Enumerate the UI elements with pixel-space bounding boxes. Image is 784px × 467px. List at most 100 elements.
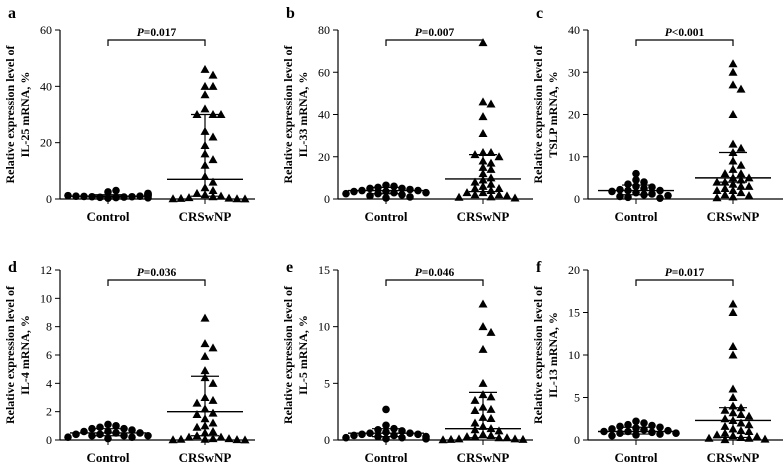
data-point-control [88, 431, 96, 440]
data-point-control [390, 182, 398, 191]
data-point-crswnp [736, 175, 746, 184]
y-tick-label: 40 [40, 79, 52, 93]
data-point-crswnp [728, 59, 738, 68]
data-point-crswnp [744, 411, 754, 420]
x-category-label: Control [614, 209, 657, 224]
data-point-crswnp [200, 104, 210, 113]
panel-f: f 0 5 10 15 20 Control CRSwNP Relative expressio… [531, 259, 783, 465]
data-point-crswnp [736, 418, 746, 427]
data-point-crswnp [200, 90, 210, 99]
data-point-control [112, 422, 120, 430]
data-point-control [406, 185, 414, 194]
data-point-control [104, 188, 112, 196]
y-tick-label: 8 [46, 320, 52, 334]
data-point-crswnp [494, 190, 504, 199]
data-point-crswnp [192, 398, 202, 407]
data-point-control [120, 431, 128, 440]
data-point-control [406, 193, 414, 201]
data-point-crswnp [478, 112, 488, 121]
y-tick-label: 80 [318, 23, 330, 37]
data-point-crswnp [728, 179, 738, 188]
data-point-crswnp [208, 81, 218, 90]
data-point-control [120, 424, 128, 433]
data-point-crswnp [728, 139, 738, 148]
data-point-crswnp [208, 427, 218, 435]
data-point-crswnp [728, 186, 738, 195]
data-point-control [144, 194, 152, 202]
data-point-control [648, 190, 656, 198]
data-point-crswnp [232, 435, 242, 444]
data-point-crswnp [224, 193, 234, 202]
panel-a: a 0 20 40 60 Control CRSwNP Relative expression… [3, 5, 255, 224]
y-tick-label: 0 [574, 433, 580, 447]
data-point-control [656, 194, 664, 202]
y-tick-label: 60 [40, 23, 52, 37]
data-point-control [112, 186, 120, 195]
data-point-crswnp [208, 418, 218, 427]
y-tick-label: 20 [40, 136, 52, 150]
y-tick-label: 40 [568, 23, 580, 37]
data-point-crswnp [736, 410, 746, 418]
x-category-label: Control [614, 450, 657, 465]
data-point-crswnp [446, 434, 456, 443]
data-point-control [616, 192, 624, 201]
y-tick-label: 0 [324, 433, 330, 447]
panel-letter: d [8, 259, 17, 276]
data-point-crswnp [478, 322, 488, 331]
data-point-crswnp [486, 158, 496, 167]
data-point-crswnp [752, 432, 762, 441]
data-point-control [120, 193, 128, 201]
data-point-crswnp [470, 183, 480, 192]
y-axis-label-line: IL-5 mRNA, % [296, 315, 310, 395]
data-point-control [104, 434, 112, 443]
data-point-crswnp [208, 155, 218, 164]
data-point-control [382, 405, 390, 414]
data-point-control [72, 430, 80, 439]
data-point-crswnp [486, 192, 496, 201]
data-point-crswnp [712, 177, 722, 186]
data-point-crswnp [502, 191, 512, 200]
data-point-control [128, 426, 136, 434]
data-point-control [80, 427, 88, 436]
y-tick-label: 0 [46, 433, 52, 447]
y-axis-label-line: IL-33 mRNA, % [296, 72, 310, 158]
data-point-crswnp [208, 434, 218, 443]
data-point-crswnp [486, 413, 496, 422]
y-tick-label: 20 [568, 108, 580, 122]
data-point-crswnp [208, 186, 218, 195]
y-tick-label: 20 [568, 263, 580, 277]
data-point-crswnp [200, 64, 210, 73]
y-tick-label: 6 [46, 348, 52, 362]
y-axis-label-line: Relative expression level of [281, 44, 295, 183]
data-point-control [358, 430, 366, 439]
significance-bracket [107, 279, 206, 286]
p-value-label: P=0.036 [137, 267, 177, 279]
data-point-crswnp [470, 418, 480, 427]
data-point-crswnp [510, 193, 520, 202]
data-point-control [96, 430, 104, 439]
data-point-control [616, 185, 624, 194]
data-point-crswnp [486, 164, 496, 173]
y-tick-label: 2 [46, 405, 52, 419]
y-axis-label-line: Relative expression level of [3, 44, 17, 183]
data-point-control [632, 431, 640, 439]
data-point-crswnp [728, 308, 738, 316]
data-point-crswnp [470, 432, 480, 441]
data-point-crswnp [728, 384, 738, 393]
data-point-crswnp [494, 426, 504, 435]
data-point-control [632, 169, 640, 178]
significance-bracket [635, 39, 734, 46]
data-point-control [624, 420, 632, 429]
data-point-crswnp [470, 395, 480, 404]
data-point-control [374, 426, 382, 434]
data-point-crswnp [168, 194, 178, 203]
y-axis-label-line: Relative expression level of [531, 44, 545, 183]
data-point-crswnp [728, 299, 738, 308]
panel-e: e 0 5 10 15 Control CRSwNP Relative expression … [281, 259, 533, 465]
data-point-control [656, 423, 664, 432]
data-point-crswnp [478, 97, 488, 106]
data-point-control [632, 417, 640, 426]
panel-letter: e [286, 259, 293, 276]
y-axis-label-line: Relative expression level of [531, 285, 545, 424]
